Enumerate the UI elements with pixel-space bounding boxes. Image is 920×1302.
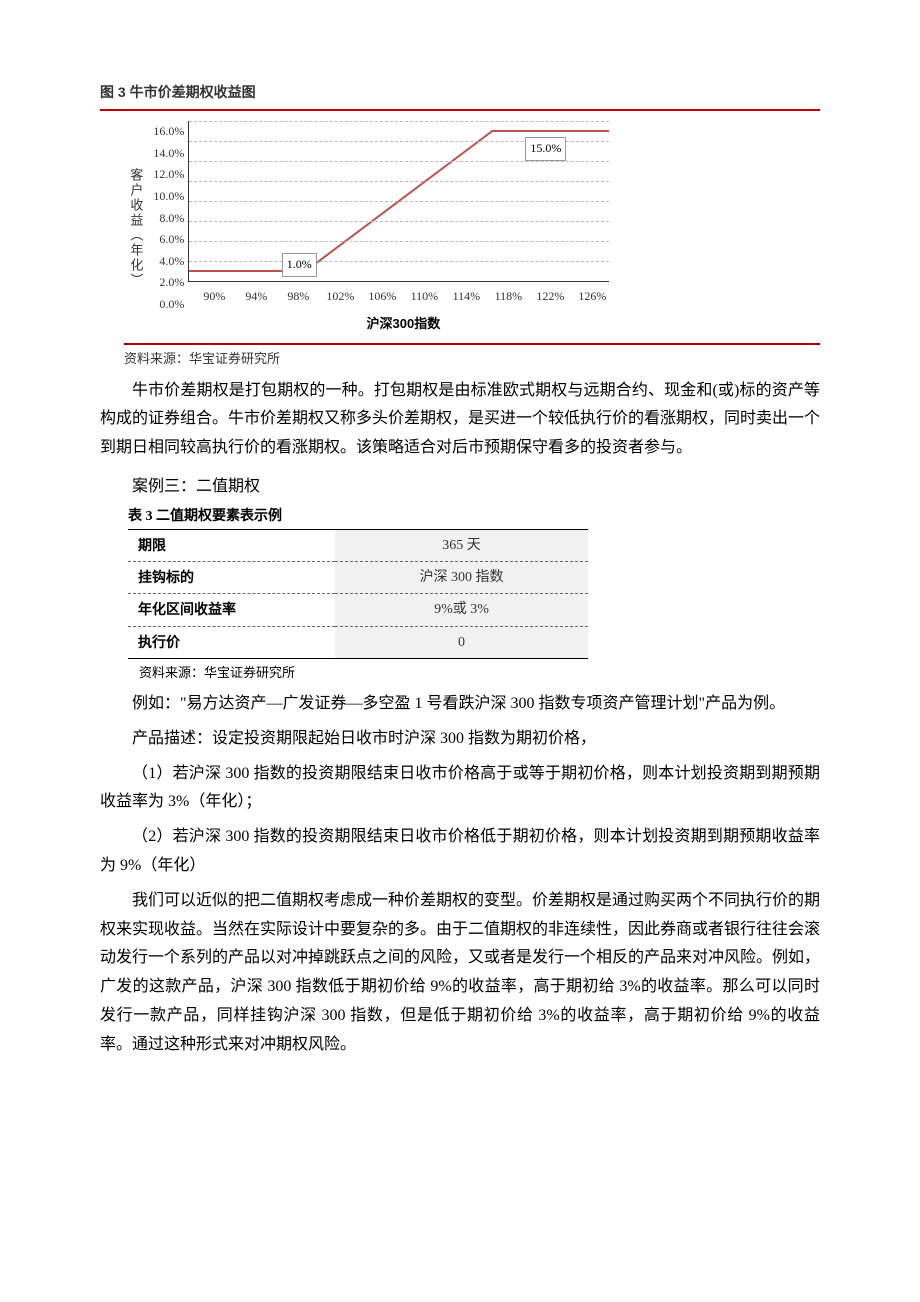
table-row-label: 执行价 (128, 626, 335, 658)
table3-title: 表 3 二值期权要素表示例 (128, 504, 820, 529)
figure3-title: 图 3 牛市价差期权收益图 (100, 80, 820, 111)
table-row-label: 挂钩标的 (128, 562, 335, 594)
chart-x-axis-label: 沪深300指数 (193, 312, 613, 335)
table-row-label: 年化区间收益率 (128, 594, 335, 626)
case3-title: 案例三：二值期权 (100, 473, 820, 502)
table-row-value: 沪深 300 指数 (335, 562, 588, 594)
table-row-value: 365 天 (335, 529, 588, 561)
paragraph-5: （2）若沪深 300 指数的投资期限结束日收市价格低于期初价格，则本计划投资期到… (100, 823, 820, 881)
table3: 期限365 天挂钩标的沪深 300 指数年化区间收益率9%或 3%执行价0 (128, 529, 588, 659)
chart-y-ticks: 16.0%14.0%12.0%10.0%8.0%6.0%4.0%2.0%0.0% (153, 121, 184, 281)
paragraph-2: 例如："易方达资产—广发证券—多空盈 1 号看跌沪深 300 指数专项资产管理计… (100, 690, 820, 719)
paragraph-1: 牛市价差期权是打包期权的一种。打包期权是由标准欧式期权与远期合约、现金和(或)标… (100, 377, 820, 463)
table3-source: 资料来源：华宝证券研究所 (139, 661, 820, 684)
table-row-value: 0 (335, 626, 588, 658)
paragraph-4: （1）若沪深 300 指数的投资期限结束日收市价格高于或等于期初价格，则本计划投… (100, 760, 820, 818)
table-row-value: 9%或 3% (335, 594, 588, 626)
table-row-label: 期限 (128, 529, 335, 561)
paragraph-3: 产品描述：设定投资期限起始日收市时沪深 300 指数为期初价格， (100, 725, 820, 754)
figure3-source: 资料来源：华宝证券研究所 (124, 343, 820, 370)
chart-y-axis-label: 客户收益（年化） (124, 168, 147, 288)
paragraph-6: 我们可以近似的把二值期权考虑成一种价差期权的变型。价差期权是通过购买两个不同执行… (100, 887, 820, 1060)
chart-x-ticks: 90%94%98%102%106%110%114%118%122%126% (193, 282, 613, 308)
figure3-chart: 客户收益（年化） 16.0%14.0%12.0%10.0%8.0%6.0%4.0… (124, 121, 820, 335)
chart-plot-area: 1.0%15.0% (188, 121, 609, 282)
